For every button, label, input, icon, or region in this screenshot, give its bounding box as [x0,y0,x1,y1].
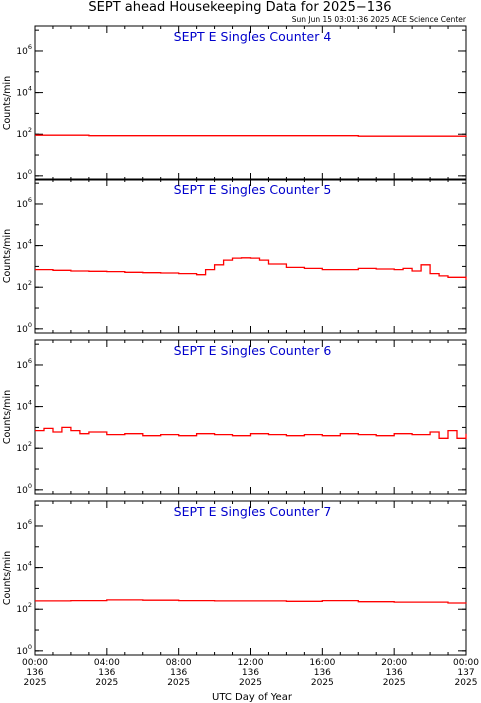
series-line [35,134,467,137]
x-tick-text: 04:00 [94,658,120,668]
panel-frame [34,500,467,656]
y-tick-label: 106 [16,196,32,210]
panel-frame [34,339,467,495]
panel-4: SEPT E Singles Counter 7 Counts/min 100 102… [2,500,467,657]
panel-frame [34,25,467,181]
series-line [35,599,467,604]
x-tick-text: 12:00 [238,658,264,668]
x-tick-text: 00:00 [22,658,48,668]
x-tick-text: 2025 [239,678,262,688]
y-tick-label: 102 [16,440,32,454]
y-tick-label: 102 [16,601,32,615]
panel-title: SEPT E Singles Counter 4 [174,29,332,44]
y-axis-label: Counts/min [2,76,13,130]
x-tick-text: 00:00 [453,658,479,668]
panel-title: SEPT E Singles Counter 6 [174,343,332,358]
y-tick-label: 100 [16,643,32,657]
y-tick-label: 104 [16,399,32,413]
y-tick-label: 106 [16,518,32,532]
y-tick-label: 102 [16,126,32,140]
x-tick-text: 2025 [24,678,47,688]
x-tick-text: 136 [170,668,187,678]
x-tick-text: 2025 [455,678,478,688]
panel-title: SEPT E Singles Counter 7 [174,504,332,519]
panel-1: SEPT E Singles Counter 4 Counts/min 100 102… [2,25,467,182]
series-line [35,257,467,280]
figure-subtitle: Sun Jun 15 03:01:36 2025 ACE Science Cen… [292,15,467,24]
panel-frame [34,178,467,334]
y-axis-label: Counts/min [2,390,13,444]
y-tick-label: 100 [16,321,32,335]
x-tick-text: 20:00 [381,658,407,668]
panel-2: SEPT E Singles Counter 5 Counts/min 100 102… [2,178,467,335]
x-tick-text: 136 [314,668,331,678]
x-tick-text: 2025 [167,678,190,688]
y-tick-label: 104 [16,560,32,574]
series-line [35,426,467,439]
x-tick-text: 136 [386,668,403,678]
y-tick-label: 104 [16,85,32,99]
x-tick-text: 2025 [95,678,118,688]
y-tick-label: 106 [16,43,32,57]
x-tick-text: 08:00 [166,658,192,668]
x-tick-text: 136 [242,668,259,678]
panel-title: SEPT E Singles Counter 5 [174,182,332,197]
x-tick-text: 137 [457,668,474,678]
y-tick-label: 100 [16,168,32,182]
panel-3: SEPT E Singles Counter 6 Counts/min 100 102… [2,339,467,496]
y-axis-label: Counts/min [2,229,13,283]
x-tick-text: 136 [98,668,115,678]
y-tick-label: 102 [16,279,32,293]
y-tick-label: 100 [16,482,32,496]
x-tick-text: 2025 [383,678,406,688]
x-tick-text: 136 [26,668,43,678]
x-tick-text: 2025 [311,678,334,688]
figure-title: SEPT ahead Housekeeping Data for 2025−13… [88,0,391,15]
x-tick-text: 16:00 [309,658,335,668]
y-tick-label: 106 [16,357,32,371]
y-tick-label: 104 [16,238,32,252]
x-axis-label: UTC Day of Year [212,692,293,703]
y-axis-label: Counts/min [2,551,13,605]
